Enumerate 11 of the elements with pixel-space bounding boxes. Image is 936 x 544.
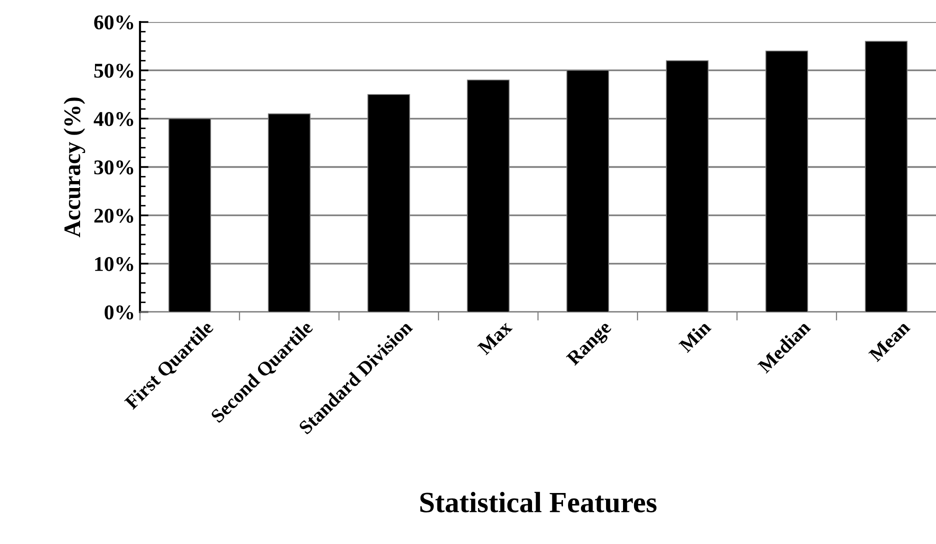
y-tick-label: 20% (94, 208, 134, 223)
y-tick-label: 50% (94, 64, 134, 78)
y-tick-label: 60% (94, 15, 134, 30)
y-tick-label: 40% (94, 112, 134, 126)
y-axis-title: Accuracy (%) (64, 98, 86, 238)
x-tick-label: Min (678, 319, 712, 353)
x-tick-label: Max (477, 320, 513, 356)
y-tick-label: 30% (94, 160, 134, 174)
x-axis-title: Statistical Features (420, 492, 657, 512)
y-tick-label: 0% (104, 305, 134, 320)
y-tick-label: 10% (95, 257, 134, 272)
